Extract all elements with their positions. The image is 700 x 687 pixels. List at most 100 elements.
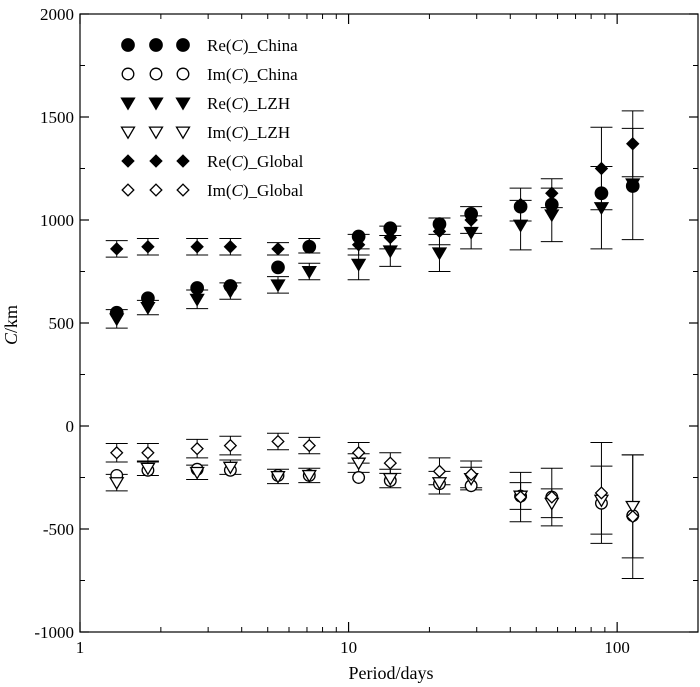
legend-entry: Im(C)_LZH bbox=[120, 123, 290, 142]
data-point-series-4 bbox=[350, 457, 367, 471]
data-point-series-6 bbox=[351, 446, 366, 460]
legend-marker bbox=[176, 67, 190, 81]
data-point-series-5 bbox=[271, 242, 285, 256]
data-point-series-3 bbox=[382, 245, 398, 259]
legend-marker bbox=[121, 38, 135, 52]
legend-marker bbox=[175, 126, 191, 140]
data-point-series-5 bbox=[626, 137, 640, 151]
data-point-series-6 bbox=[383, 456, 398, 470]
data-point-series-4 bbox=[222, 461, 239, 475]
data-point-series-2 bbox=[352, 471, 366, 484]
legend-marker bbox=[120, 126, 136, 140]
data-point-series-3 bbox=[625, 178, 641, 192]
data-point-series-4 bbox=[189, 466, 205, 480]
data-point-series-5 bbox=[432, 224, 447, 239]
legend-marker bbox=[176, 154, 190, 168]
data-point-series-6 bbox=[302, 438, 317, 453]
data-point-series-4 bbox=[109, 477, 125, 491]
legend-entry: Re(C)_LZH bbox=[120, 94, 290, 113]
data-point-series-6 bbox=[545, 490, 559, 504]
y-axis-title: C/km bbox=[1, 305, 21, 345]
legend-label: Re(C)_China bbox=[207, 36, 298, 55]
data-point-series-5 bbox=[594, 161, 609, 176]
legend-label: Re(C)_LZH bbox=[207, 94, 290, 113]
data-point-series-6 bbox=[464, 467, 478, 482]
data-point-series-3 bbox=[140, 302, 156, 316]
legend-marker bbox=[176, 183, 190, 197]
legend-label: Im(C)_LZH bbox=[207, 123, 290, 142]
data-point-series-5 bbox=[110, 242, 124, 256]
data-point-series-3 bbox=[270, 279, 286, 293]
legend-marker bbox=[121, 67, 135, 81]
data-point-series-3 bbox=[189, 293, 205, 307]
x-tick-label: 1 bbox=[76, 638, 85, 657]
data-point-series-3 bbox=[544, 209, 560, 223]
legend-entry: Im(C)_China bbox=[121, 65, 298, 84]
legend-entry: Re(C)_China bbox=[121, 36, 298, 55]
legend-marker bbox=[148, 126, 164, 140]
x-tick-label: 100 bbox=[604, 638, 630, 657]
legend-label: Im(C)_China bbox=[207, 65, 298, 84]
data-point-series-3 bbox=[222, 285, 239, 299]
data-point-series-6 bbox=[141, 446, 155, 460]
legend-entry: Im(C)_Global bbox=[121, 181, 304, 200]
data-point-series-1 bbox=[271, 260, 285, 275]
data-point-series-6 bbox=[271, 434, 285, 449]
data-point-series-5 bbox=[464, 213, 478, 227]
x-tick-label: 10 bbox=[340, 638, 357, 657]
y-tick-label: 1500 bbox=[40, 108, 74, 127]
legend-marker bbox=[149, 183, 163, 197]
x-axis-title: Period/days bbox=[349, 663, 434, 683]
data-point-series-4 bbox=[301, 469, 317, 483]
data-point-series-3 bbox=[463, 226, 479, 240]
data-point-series-5 bbox=[141, 240, 155, 254]
y-tick-label: 1000 bbox=[40, 211, 74, 230]
data-point-series-5 bbox=[351, 238, 366, 252]
axes: -1000 -500 0 500 1000 1500 2000 1 10 100 bbox=[34, 5, 699, 657]
data-point-series-3 bbox=[512, 219, 529, 233]
data-point-series-6 bbox=[626, 509, 640, 524]
data-point-series-3 bbox=[431, 247, 448, 261]
legend-entry: Re(C)_Global bbox=[121, 152, 304, 171]
y-tick-label: 0 bbox=[66, 417, 75, 436]
data-point-series-6 bbox=[594, 486, 609, 500]
y-tick-label: -500 bbox=[43, 520, 74, 539]
data-point-series-4 bbox=[140, 462, 156, 476]
data-point-series-4 bbox=[270, 470, 286, 484]
data-point-series-5 bbox=[223, 240, 238, 254]
legend-marker bbox=[148, 97, 164, 111]
data-point-series-6 bbox=[223, 438, 238, 453]
data-point-series-5 bbox=[545, 186, 559, 200]
legend-label: Im(C)_Global bbox=[207, 181, 304, 200]
data-point-series-6 bbox=[110, 446, 124, 460]
plot-frame bbox=[79, 13, 699, 633]
data-point-series-5 bbox=[383, 230, 398, 245]
legend: Re(C)_China Im(C)_China Re(C)_LZH Im(C)_LZH… bbox=[120, 36, 304, 200]
data-point-series-6 bbox=[432, 464, 447, 479]
data-point-series-1 bbox=[190, 281, 204, 295]
data-point-series-3 bbox=[301, 265, 317, 279]
y-tick-label: 2000 bbox=[40, 5, 74, 24]
legend-marker bbox=[149, 154, 163, 168]
legend-label: Re(C)_Global bbox=[207, 152, 304, 171]
data-point-series-5 bbox=[513, 197, 528, 212]
data-point-series-6 bbox=[190, 441, 204, 456]
legend-marker bbox=[149, 38, 163, 52]
data-point-series-4 bbox=[382, 473, 398, 486]
data-point-series-3 bbox=[350, 258, 367, 272]
data-point-series-5 bbox=[302, 239, 317, 253]
data-markers bbox=[109, 137, 641, 524]
error-bars bbox=[105, 110, 644, 579]
y-tick-label: -1000 bbox=[34, 623, 74, 642]
legend-marker bbox=[175, 97, 191, 111]
data-point-series-1 bbox=[594, 186, 609, 201]
legend-marker bbox=[149, 67, 163, 81]
data-point-series-6 bbox=[513, 490, 528, 504]
data-point-series-4 bbox=[625, 500, 641, 514]
y-tick-label: 500 bbox=[49, 314, 75, 333]
data-point-series-3 bbox=[109, 313, 125, 327]
legend-marker bbox=[121, 183, 135, 197]
legend-marker bbox=[176, 38, 190, 52]
data-point-series-3 bbox=[593, 202, 610, 216]
